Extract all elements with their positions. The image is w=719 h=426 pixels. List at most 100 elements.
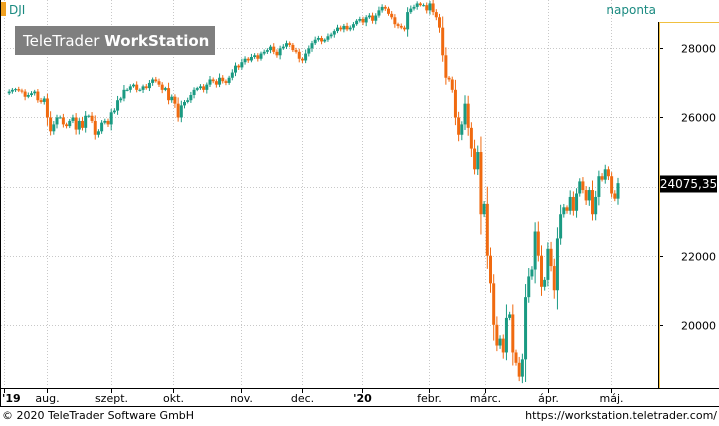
candle-body	[112, 110, 116, 113]
candle-body	[495, 324, 499, 346]
candle-body	[141, 86, 145, 90]
candle-body	[463, 103, 467, 125]
x-tick-label: dec.	[291, 392, 314, 405]
watermark-text: TeleTrader WorkStation	[22, 32, 209, 50]
candle-body	[422, 5, 426, 7]
candle-body	[205, 84, 209, 90]
candle-body	[272, 46, 276, 52]
candle-body	[313, 39, 317, 44]
candle-body	[517, 362, 521, 377]
candle-body	[122, 89, 126, 99]
candle-body	[383, 6, 387, 9]
candle-body	[109, 112, 113, 125]
candle-body	[543, 279, 547, 287]
candle-body	[527, 276, 531, 298]
interval-label[interactable]: naponta	[606, 3, 656, 17]
candle-body	[262, 51, 266, 54]
candle-body	[20, 90, 24, 92]
candle-body	[489, 255, 492, 284]
candle-body	[96, 131, 100, 135]
candle-body	[476, 152, 480, 170]
candle-body	[587, 190, 591, 201]
candle-body	[234, 65, 237, 73]
candle-body	[214, 81, 218, 85]
candle-body	[278, 48, 282, 56]
candle-body	[294, 50, 298, 52]
candle-body	[135, 84, 139, 90]
candle-body	[578, 181, 582, 194]
copyright-text: © 2020 TeleTrader Software GmbH	[2, 409, 195, 422]
candle-body	[361, 19, 365, 23]
candle-body	[406, 12, 410, 30]
candle-body	[163, 88, 167, 90]
candle-body	[304, 53, 308, 61]
candle-body	[508, 314, 512, 318]
candle-body	[364, 17, 368, 23]
candle-body	[230, 72, 234, 78]
x-tick-label: márc.	[470, 392, 501, 405]
candle-body	[399, 25, 403, 28]
candle-body	[259, 53, 263, 59]
candle-body	[342, 25, 346, 30]
candle-body	[243, 58, 247, 63]
candle-body	[253, 55, 257, 58]
candle-body	[265, 50, 269, 52]
candle-body	[132, 84, 135, 87]
candle-body	[367, 15, 371, 18]
candle-body	[297, 51, 301, 59]
candle-body	[409, 8, 413, 13]
candle-body	[74, 117, 78, 130]
candle-body	[501, 338, 505, 353]
candle-body	[482, 203, 486, 215]
candle-body	[520, 359, 524, 377]
candle-body	[469, 127, 473, 149]
candle-body	[380, 6, 384, 11]
candle-body	[307, 48, 311, 54]
candle-body	[616, 183, 620, 199]
candle-body	[119, 98, 123, 101]
candle-body	[594, 196, 598, 215]
y-tick-label: 22000	[681, 251, 716, 264]
candle-body	[444, 55, 448, 78]
candle-body	[237, 65, 241, 68]
candle-body	[485, 203, 489, 256]
candle-body	[530, 269, 534, 277]
candle-body	[23, 91, 27, 97]
symbol-marker	[1, 2, 6, 16]
symbol-label: DJI	[9, 3, 25, 17]
candle-body	[125, 89, 129, 91]
candle-body	[61, 117, 65, 125]
candle-body	[336, 27, 339, 32]
candle-body	[275, 51, 279, 56]
candle-body	[240, 62, 244, 68]
candle-body	[17, 89, 21, 91]
candle-body	[300, 58, 304, 61]
candle-body	[425, 5, 429, 11]
candle-body	[320, 38, 324, 42]
candle-body	[581, 181, 585, 191]
candle-body	[65, 124, 69, 127]
candle-body	[524, 297, 528, 360]
candle-body	[390, 13, 394, 18]
candle-body	[281, 46, 285, 49]
candle-body	[613, 193, 617, 199]
candle-body	[170, 96, 174, 101]
candle-body	[183, 101, 186, 106]
candle-body	[473, 148, 477, 170]
x-axis: '19 aug. szept. okt. nov. dec. '20 febr. márc. áp…	[2, 388, 624, 405]
candle-body	[144, 86, 148, 89]
candle-body	[90, 115, 94, 121]
x-tick-label: '19	[2, 392, 21, 405]
candle-body	[355, 20, 359, 25]
source-url[interactable]: https://workstation.teletrader.com/	[525, 409, 717, 422]
candle-body	[533, 231, 537, 270]
candle-body	[345, 25, 349, 30]
candle-body	[68, 120, 72, 127]
candle-body	[58, 117, 62, 119]
candle-body	[600, 176, 604, 180]
candle-body	[402, 27, 406, 30]
candle-body	[466, 103, 470, 128]
candle-body	[52, 124, 56, 132]
candle-body	[329, 34, 333, 37]
